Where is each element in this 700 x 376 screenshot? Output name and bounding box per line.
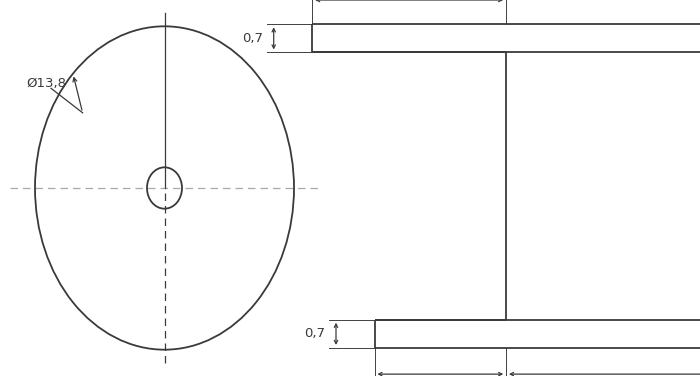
Text: Ø13,8: Ø13,8 — [27, 77, 66, 90]
Text: 0,7: 0,7 — [304, 327, 326, 340]
Text: 0,7: 0,7 — [242, 32, 263, 45]
